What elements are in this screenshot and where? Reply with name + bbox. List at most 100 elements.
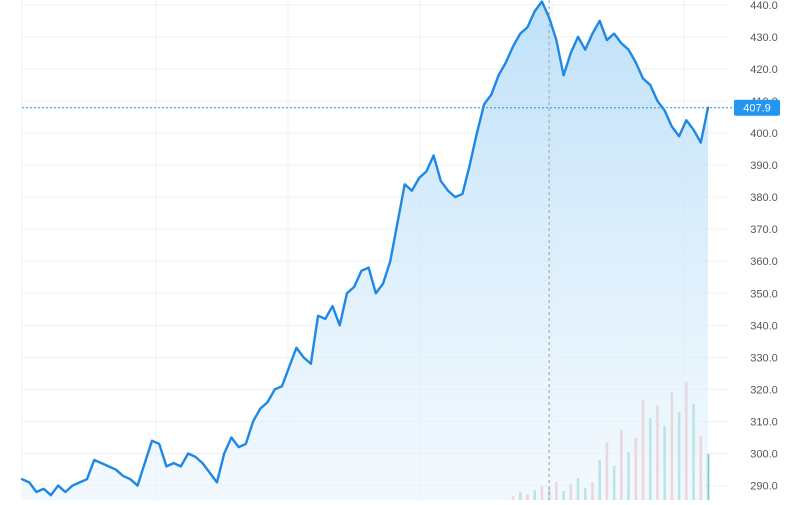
price-point bbox=[187, 452, 189, 454]
price-point bbox=[216, 481, 218, 483]
price-point bbox=[663, 109, 665, 111]
price-point bbox=[454, 196, 456, 198]
price-point bbox=[613, 32, 615, 34]
price-point bbox=[86, 478, 88, 480]
price-point bbox=[288, 366, 290, 368]
price-point bbox=[656, 100, 658, 102]
y-tick-label: 290.0 bbox=[750, 481, 778, 493]
price-point bbox=[447, 190, 449, 192]
price-point bbox=[396, 222, 398, 224]
price-point bbox=[562, 74, 564, 76]
price-point bbox=[324, 318, 326, 320]
price-point bbox=[505, 61, 507, 63]
price-point bbox=[115, 468, 117, 470]
price-point bbox=[541, 0, 543, 2]
price-point bbox=[635, 61, 637, 63]
y-tick-label: 430.0 bbox=[750, 32, 778, 44]
price-point bbox=[404, 183, 406, 185]
price-point bbox=[642, 77, 644, 79]
price-point bbox=[375, 292, 377, 294]
price-point bbox=[209, 472, 211, 474]
price-point bbox=[591, 32, 593, 34]
price-point bbox=[418, 177, 420, 179]
price-point bbox=[497, 74, 499, 76]
price-point bbox=[266, 401, 268, 403]
price-point bbox=[317, 315, 319, 317]
y-tick-label: 300.0 bbox=[750, 449, 778, 461]
price-point bbox=[331, 305, 333, 307]
price-point bbox=[469, 164, 471, 166]
price-point bbox=[223, 452, 225, 454]
price-point bbox=[432, 154, 434, 156]
price-point bbox=[252, 420, 254, 422]
price-point bbox=[692, 129, 694, 131]
price-point bbox=[122, 475, 124, 477]
price-point bbox=[577, 36, 579, 38]
price-point bbox=[172, 462, 174, 464]
price-point bbox=[707, 106, 709, 108]
price-point bbox=[50, 494, 52, 496]
price-point bbox=[28, 481, 30, 483]
y-axis: 290.0 300.0 310.0 320.0 330.0 340.0 350.0 360.0… bbox=[750, 0, 778, 493]
price-point bbox=[627, 48, 629, 50]
price-point bbox=[57, 484, 59, 486]
price-point bbox=[151, 440, 153, 442]
price-point bbox=[411, 190, 413, 192]
price-point bbox=[700, 141, 702, 143]
last-price-badge-bg bbox=[734, 99, 780, 116]
y-tick-label: 370.0 bbox=[750, 224, 778, 236]
price-point bbox=[136, 484, 138, 486]
price-point bbox=[79, 481, 81, 483]
price-point bbox=[201, 462, 203, 464]
price-point bbox=[584, 48, 586, 50]
y-tick-label: 380.0 bbox=[750, 192, 778, 204]
y-tick-label: 320.0 bbox=[750, 384, 778, 396]
price-point bbox=[519, 32, 521, 34]
price-point bbox=[490, 93, 492, 95]
price-point bbox=[512, 45, 514, 47]
last-price-badge-label: 407.9 bbox=[743, 103, 771, 115]
price-point bbox=[259, 407, 261, 409]
price-point bbox=[42, 488, 44, 490]
price-point bbox=[302, 356, 304, 358]
price-point bbox=[360, 270, 362, 272]
price-point bbox=[353, 286, 355, 288]
price-point bbox=[526, 26, 528, 28]
price-point bbox=[461, 193, 463, 195]
price-point bbox=[685, 119, 687, 121]
price-point bbox=[144, 462, 146, 464]
y-tick-label: 310.0 bbox=[750, 416, 778, 428]
price-line bbox=[20, 0, 710, 497]
price-point bbox=[346, 292, 348, 294]
price-point bbox=[440, 180, 442, 182]
y-tick-label: 400.0 bbox=[750, 128, 778, 140]
y-tick-label: 440.0 bbox=[750, 0, 778, 12]
price-point bbox=[129, 478, 131, 480]
y-tick-label: 330.0 bbox=[750, 352, 778, 364]
price-point bbox=[389, 260, 391, 262]
price-point bbox=[180, 465, 182, 467]
y-tick-label: 360.0 bbox=[750, 256, 778, 268]
price-point bbox=[555, 39, 557, 41]
price-point bbox=[649, 84, 651, 86]
price-point bbox=[310, 363, 312, 365]
price-point bbox=[165, 465, 167, 467]
price-point bbox=[570, 52, 572, 54]
y-tick-label: 420.0 bbox=[750, 64, 778, 76]
price-point bbox=[64, 491, 66, 493]
price-point bbox=[483, 103, 485, 105]
price-point bbox=[339, 324, 341, 326]
price-point bbox=[671, 125, 673, 127]
price-point bbox=[281, 385, 283, 387]
price-point bbox=[295, 347, 297, 349]
price-point bbox=[533, 10, 535, 12]
price-point bbox=[598, 20, 600, 22]
price-point bbox=[158, 443, 160, 445]
price-area-fill bbox=[22, 1, 708, 500]
price-point bbox=[71, 484, 73, 486]
price-point bbox=[606, 39, 608, 41]
price-point bbox=[107, 465, 109, 467]
price-point bbox=[382, 282, 384, 284]
